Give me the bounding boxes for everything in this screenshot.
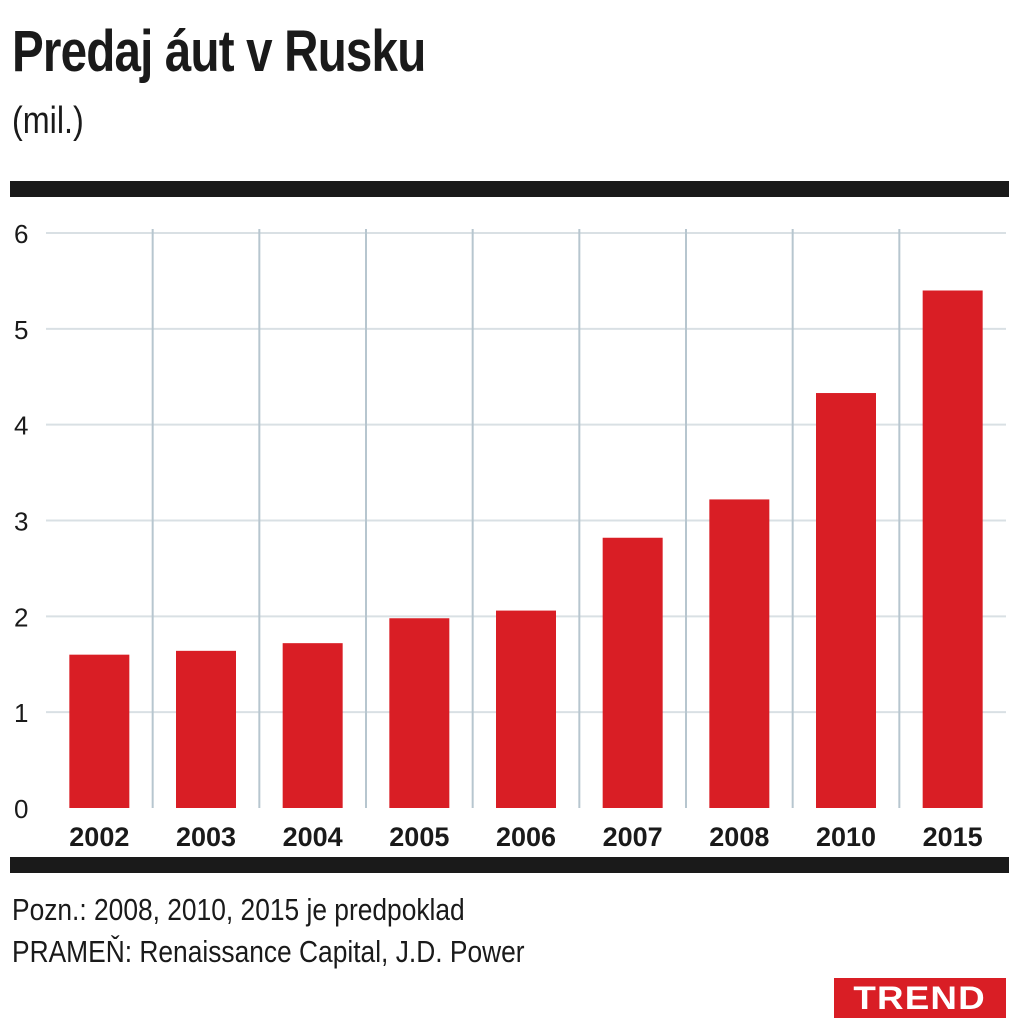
y-tick-label: 3 — [14, 507, 28, 537]
bar — [389, 618, 450, 808]
x-tick-label: 2010 — [816, 822, 876, 852]
bars — [69, 290, 983, 808]
unit-label: (mil.) — [12, 100, 84, 142]
x-tick-labels: 2002 2003 2004 2005 2006 2007 2008 2010 2015 — [69, 822, 982, 852]
y-tick-label: 6 — [14, 219, 28, 249]
bar — [176, 650, 236, 808]
y-tick-label: 4 — [14, 411, 28, 441]
bar — [922, 290, 983, 808]
y-tick-label: 2 — [14, 602, 28, 632]
bar — [496, 610, 556, 808]
x-tick-label: 2015 — [923, 822, 983, 852]
bar — [69, 654, 130, 808]
x-tick-label: 2006 — [496, 822, 556, 852]
x-tick-label: 2004 — [283, 822, 343, 852]
logo-text: TREND — [853, 979, 987, 1016]
y-tick-label: 5 — [14, 315, 28, 345]
x-tick-label: 2008 — [709, 822, 769, 852]
bottom-rule — [10, 857, 1009, 873]
bar — [282, 643, 343, 808]
top-rule — [10, 181, 1009, 197]
grid-lines — [46, 229, 1006, 808]
bar — [709, 499, 770, 808]
x-tick-label: 2007 — [603, 822, 663, 852]
x-tick-label: 2002 — [69, 822, 129, 852]
bar — [602, 537, 663, 808]
chart-title: Predaj áut v Rusku — [12, 19, 426, 84]
bar — [816, 393, 876, 808]
y-tick-label: 1 — [14, 698, 28, 728]
forecast-note: Pozn.: 2008, 2010, 2015 je predpoklad — [12, 892, 465, 927]
source-note: PRAMEŇ: Renaissance Capital, J.D. Power — [12, 934, 525, 969]
x-tick-label: 2003 — [176, 822, 236, 852]
trend-logo: TREND — [834, 978, 1006, 1018]
y-tick-labels: 0 1 2 3 4 5 6 — [14, 219, 28, 824]
x-tick-label: 2005 — [389, 822, 449, 852]
y-tick-label: 0 — [14, 794, 28, 824]
